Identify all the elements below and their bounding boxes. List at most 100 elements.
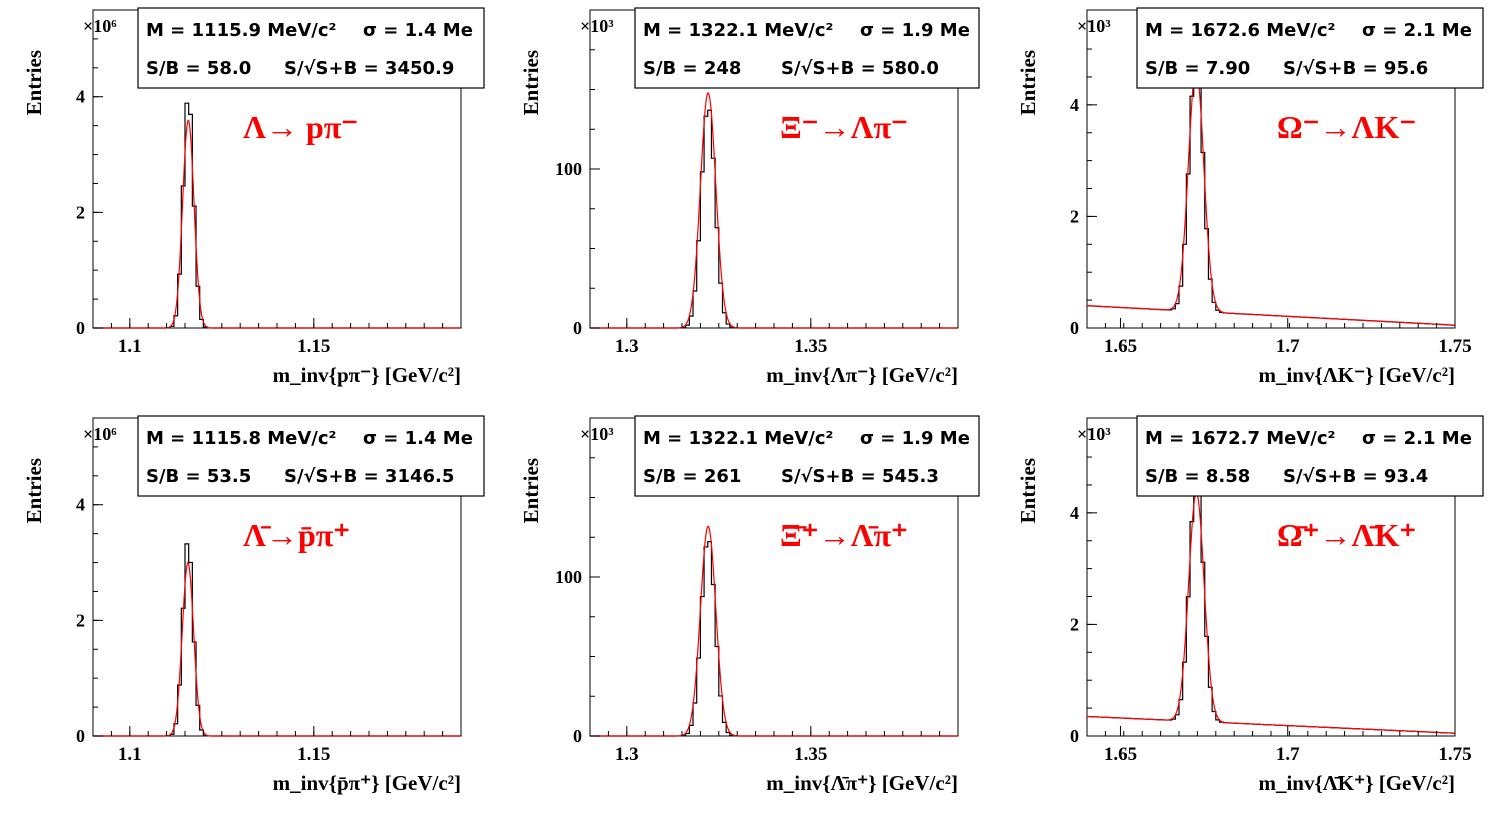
y-tick-label: 4 — [1070, 95, 1079, 115]
decay-title: Ξ⁻→Λπ⁻ — [780, 109, 908, 145]
x-tick-label: 1.1 — [118, 744, 142, 765]
x-tick-label: 1.7 — [1276, 336, 1300, 357]
stats-box — [634, 415, 980, 497]
x-tick-label: 1.3 — [615, 744, 639, 765]
x-axis-label: m_inv{Λ̄π⁺} [GeV/c²] — [766, 771, 958, 795]
x-tick-label: 1.65 — [1104, 336, 1137, 357]
panel-3: 1.65 1.7 1.75 0 2 4 ×10³ Entries m_inv{ΛK⁻} [GeV… — [1016, 7, 1484, 387]
histogram-series — [1087, 477, 1455, 734]
y-axis-label: Entries — [22, 458, 46, 523]
x-tick-label: 1.75 — [1438, 336, 1471, 357]
stats-box — [137, 7, 485, 89]
y-axis-label: Entries — [519, 458, 543, 523]
y-axis-label: Entries — [1016, 458, 1040, 523]
stats-significance: S/√S+B = 3146.5 — [284, 466, 454, 487]
decay-title: Λ̄→p̄π⁺ — [243, 517, 350, 553]
x-tick-label: 1.75 — [1438, 744, 1471, 765]
y-multiplier: ×10³ — [1077, 424, 1111, 444]
y-multiplier: ×10³ — [580, 424, 614, 444]
y-multiplier: ×10³ — [1077, 16, 1111, 36]
panel-4: 1.1 1.15 0 2 4 ×10⁶ Entries m_inv{p̄π⁺} [GeV/c²… — [22, 415, 485, 795]
y-tick-label: 0 — [1070, 726, 1079, 746]
y-axis-label: Entries — [519, 50, 543, 115]
stats-significance: S/√S+B = 3450.9 — [284, 58, 454, 79]
histogram-series — [93, 543, 461, 737]
panel-1: 1.1 1.15 0 2 4 ×10⁶ Entries m_inv{pπ⁻} [GeV/c²]… — [22, 7, 485, 387]
stats-sb: S/B = 261 — [643, 466, 741, 487]
stats-sigma: σ = 1.9 Me — [860, 20, 970, 41]
stats-mass: M = 1115.9 MeV/c² — [146, 20, 336, 41]
decay-title: Ξ̄⁺→Λ̄π⁺ — [780, 517, 908, 553]
panel-5: 1.3 1.35 0 100 ×10³ Entries m_inv{Λ̄π⁺} [GeV/c… — [519, 415, 980, 795]
stats-sb: S/B = 248 — [643, 58, 741, 79]
x-axis-label: m_inv{Λπ⁻} [GeV/c²] — [766, 363, 958, 387]
x-axis-label: m_inv{ΛK⁻} [GeV/c²] — [1258, 363, 1455, 387]
stats-box — [1136, 7, 1484, 89]
stats-box — [634, 7, 980, 89]
x-tick-label: 1.35 — [794, 336, 827, 357]
histogram-series — [1087, 54, 1455, 326]
y-tick-label: 0 — [573, 318, 582, 338]
stats-mass: M = 1672.7 MeV/c² — [1145, 428, 1335, 449]
x-axis-label: m_inv{pπ⁻} [GeV/c²] — [273, 363, 461, 387]
x-tick-label: 1.3 — [615, 336, 639, 357]
stats-significance: S/√S+B = 95.6 — [1283, 58, 1428, 79]
fit-curve — [1086, 68, 1456, 326]
stats-sigma: σ = 1.9 Me — [860, 428, 970, 449]
y-tick-label: 2 — [76, 610, 85, 630]
stats-mass: M = 1322.1 MeV/c² — [643, 20, 833, 41]
fit-curve — [93, 119, 461, 329]
y-tick-label: 100 — [555, 159, 582, 179]
stats-mass: M = 1115.8 MeV/c² — [146, 428, 336, 449]
y-tick-label: 100 — [555, 567, 582, 587]
y-tick-label: 4 — [76, 87, 85, 107]
y-tick-label: 2 — [76, 202, 85, 222]
y-tick-label: 0 — [76, 726, 85, 746]
x-axis-label: m_inv{Λ̄K⁺} [GeV/c²] — [1258, 771, 1455, 795]
y-multiplier: ×10³ — [580, 16, 614, 36]
y-axis-label: Entries — [22, 50, 46, 115]
fit-curve — [93, 561, 461, 737]
stats-sb: S/B = 58.0 — [146, 58, 251, 79]
stats-box — [137, 415, 485, 497]
y-tick-label: 4 — [1070, 503, 1079, 523]
y-tick-label: 0 — [573, 726, 582, 746]
y-multiplier: ×10⁶ — [83, 16, 117, 36]
x-tick-label: 1.1 — [118, 336, 142, 357]
stats-sigma: σ = 2.1 Me — [1362, 20, 1472, 41]
x-tick-label: 1.15 — [297, 744, 330, 765]
panel-2: 1.3 1.35 0 100 ×10³ Entries m_inv{Λπ⁻} [GeV/c²… — [519, 7, 980, 387]
x-tick-label: 1.65 — [1104, 744, 1137, 765]
y-tick-label: 4 — [76, 495, 85, 515]
y-multiplier: ×10⁶ — [83, 424, 117, 444]
x-axis-label: m_inv{p̄π⁺} [GeV/c²] — [273, 771, 461, 795]
stats-sigma: σ = 1.4 Me — [363, 428, 473, 449]
x-tick-label: 1.7 — [1276, 744, 1300, 765]
x-tick-label: 1.35 — [794, 744, 827, 765]
panel-6: 1.65 1.7 1.75 0 2 4 ×10³ Entries m_inv{Λ̄K⁺} [Ge… — [1016, 415, 1484, 795]
y-tick-label: 2 — [1070, 614, 1079, 634]
y-tick-label: 2 — [1070, 206, 1079, 226]
stats-significance: S/√S+B = 93.4 — [1283, 466, 1428, 487]
histogram-series — [590, 541, 958, 737]
y-tick-label: 0 — [1070, 318, 1079, 338]
stats-sb: S/B = 53.5 — [146, 466, 251, 487]
stats-mass: M = 1672.6 MeV/c² — [1145, 20, 1335, 41]
stats-sigma: σ = 1.4 Me — [363, 20, 473, 41]
stats-sb: S/B = 7.90 — [1145, 58, 1250, 79]
decay-title: Ω̄⁺→Λ̄K⁺ — [1277, 517, 1416, 553]
fit-curve — [590, 525, 958, 737]
decay-title: Λ→ pπ⁻ — [243, 109, 358, 145]
fit-curve — [1086, 491, 1456, 734]
stats-mass: M = 1322.1 MeV/c² — [643, 428, 833, 449]
stats-significance: S/√S+B = 580.0 — [781, 58, 939, 79]
stats-box — [1136, 415, 1484, 497]
stats-significance: S/√S+B = 545.3 — [781, 466, 939, 487]
y-axis-label: Entries — [1016, 50, 1040, 115]
stats-sb: S/B = 8.58 — [1145, 466, 1250, 487]
x-tick-label: 1.15 — [297, 336, 330, 357]
y-tick-label: 0 — [76, 318, 85, 338]
decay-title: Ω⁻→ΛK⁻ — [1277, 109, 1416, 145]
stats-sigma: σ = 2.1 Me — [1362, 428, 1472, 449]
